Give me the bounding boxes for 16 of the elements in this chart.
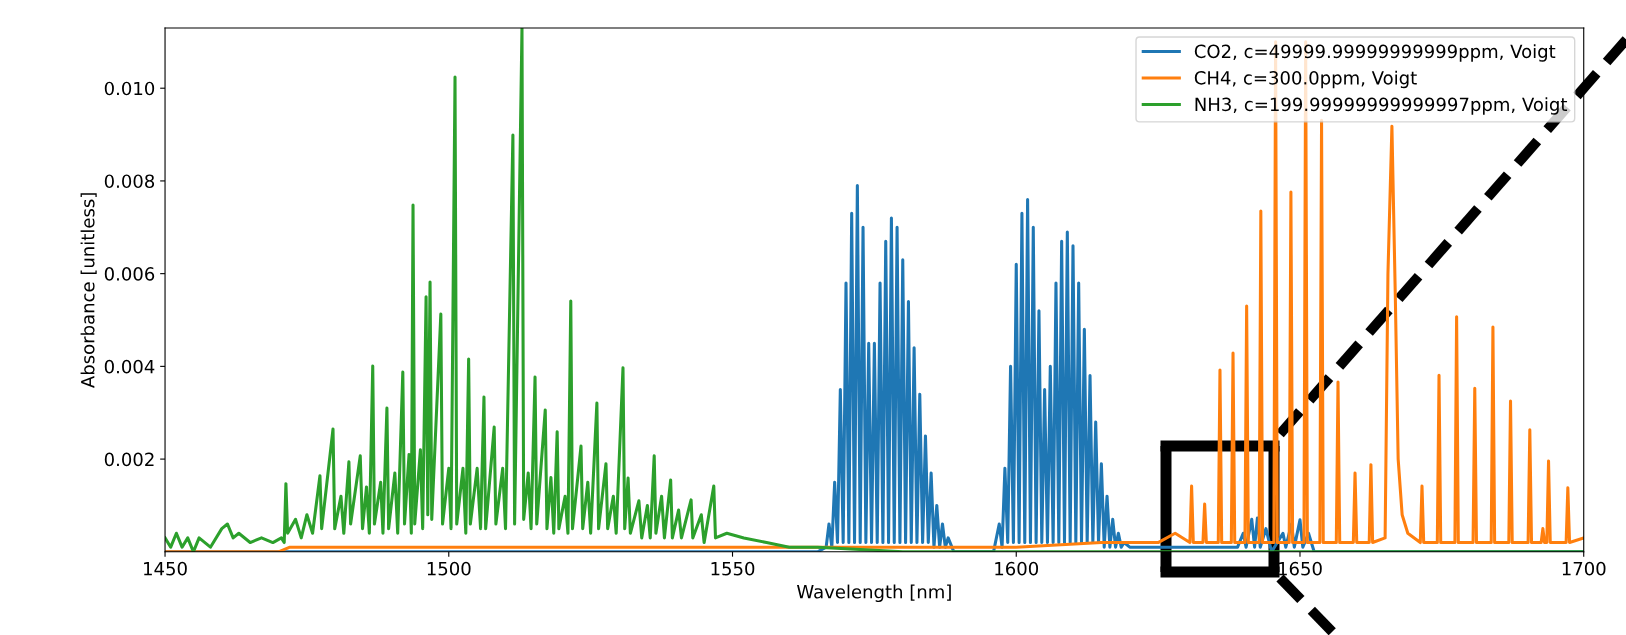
y-axis-title: Absorbance [unitless] bbox=[80, 193, 97, 388]
legend-label: CO2, c=49999.99999999999ppm, Voigt bbox=[1194, 44, 1556, 62]
y-tick-label: 0.008 bbox=[104, 174, 155, 189]
x-tick-label: 1700 bbox=[1562, 561, 1606, 576]
y-tick-label: 0.004 bbox=[104, 359, 155, 374]
x-tick-label: 1650 bbox=[1278, 561, 1322, 576]
y-tick-label: 0.002 bbox=[104, 452, 154, 467]
x-tick-label: 1450 bbox=[144, 561, 187, 576]
x-tick-label: 1550 bbox=[711, 561, 755, 576]
y-tick-label: 0.006 bbox=[104, 267, 155, 281]
y-tick-label: 0.010 bbox=[104, 81, 155, 96]
legend-label: CH4, c=300.0ppm, Voigt bbox=[1194, 70, 1417, 89]
x-tick-label: 1500 bbox=[427, 561, 471, 576]
x-axis-title: Wavelength [nm] bbox=[797, 584, 951, 603]
legend-label: NH3, c=199.99999999999997ppm, Voigt bbox=[1195, 97, 1568, 115]
x-tick-label: 1600 bbox=[995, 561, 1039, 576]
